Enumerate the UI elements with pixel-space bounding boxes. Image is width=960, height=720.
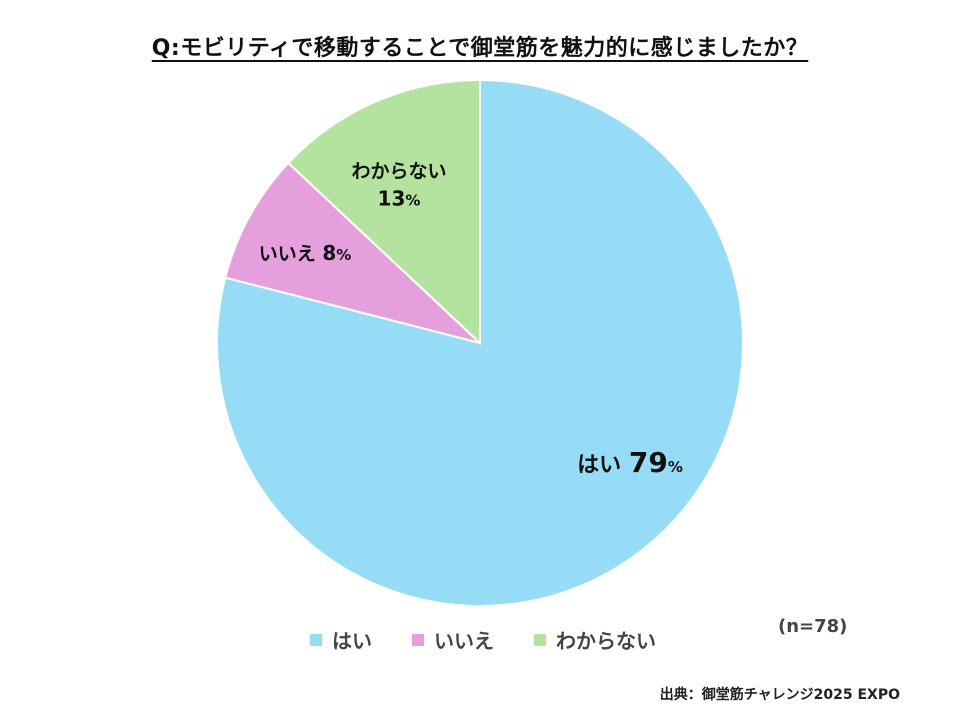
legend-label-iie: いいえ bbox=[434, 629, 494, 653]
slice-label-hai-name: はい bbox=[577, 453, 622, 479]
legend: はい いいえ わからない bbox=[310, 625, 656, 654]
slice-label-iie-pct: 8 bbox=[322, 241, 337, 266]
legend-item-wakaranai: わからない bbox=[534, 625, 656, 654]
legend-swatch-iie bbox=[412, 633, 424, 646]
slice-label-wakaranai-name: わからない bbox=[351, 160, 447, 183]
pie-slice-hai bbox=[216, 78, 744, 607]
slice-label-wakaranai: わからない 13% bbox=[351, 159, 446, 212]
slice-label-hai-sign: % bbox=[667, 458, 683, 477]
legend-swatch-wakaranai bbox=[534, 633, 546, 646]
pie-slices bbox=[216, 78, 744, 607]
slice-label-hai: はい 79% bbox=[577, 444, 683, 482]
slice-label-wakaranai-pct: 13 bbox=[377, 186, 406, 210]
legend-label-hai: はい bbox=[332, 629, 372, 653]
chart-title: Q:モビリティで移動することで御堂筋を魅力的に感じましたか？ bbox=[151, 36, 809, 61]
sample-size: (n=78) bbox=[778, 616, 848, 637]
legend-label-wakaranai: わからない bbox=[556, 629, 656, 653]
source-credit: 出典：御堂筋チャレンジ2025 EXPO bbox=[659, 687, 900, 703]
legend-item-iie: いいえ bbox=[412, 625, 494, 654]
legend-swatch-hai bbox=[310, 633, 322, 646]
slice-label-iie-sign: % bbox=[336, 246, 352, 265]
pie-slice-wakaranai bbox=[286, 78, 481, 346]
slice-label-wakaranai-sign: % bbox=[405, 191, 421, 209]
slice-label-iie-name: いいえ bbox=[258, 243, 316, 266]
legend-item-hai: はい bbox=[310, 625, 372, 654]
slice-label-iie: いいえ 8% bbox=[259, 240, 352, 268]
pie-slice-iie bbox=[224, 161, 481, 344]
slice-label-hai-pct: 79 bbox=[628, 446, 668, 480]
